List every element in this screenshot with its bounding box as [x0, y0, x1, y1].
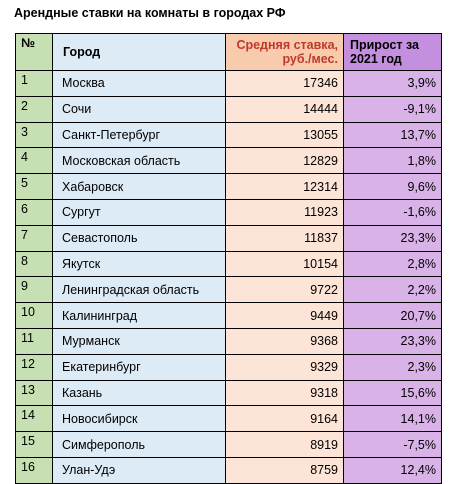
row-city: Сочи — [52, 95, 226, 123]
table-row: 2 Сочи 14444 -9,1% — [15, 95, 442, 123]
row-num: 3 — [15, 121, 53, 149]
row-num: 10 — [15, 302, 53, 329]
table-row: 8 Якутск 10154 2,8% — [15, 250, 442, 278]
row-growth: -9,1% — [343, 95, 442, 123]
table-header-row: № Город Средняя ставка, руб./мес. Прирос… — [15, 33, 442, 71]
row-num: 7 — [15, 224, 53, 252]
row-rate: 9318 — [225, 379, 344, 407]
row-num: 9 — [15, 276, 53, 304]
row-rate: 9722 — [225, 276, 344, 304]
row-growth: 23,3% — [343, 327, 442, 355]
row-city: Сургут — [52, 198, 226, 226]
rent-rates-table: № Город Средняя ставка, руб./мес. Прирос… — [15, 33, 442, 484]
table-row: 10 Калининград 9449 20,7% — [15, 302, 442, 329]
row-growth: 14,1% — [343, 405, 442, 433]
table-row: 7 Севастополь 11837 23,3% — [15, 224, 442, 252]
header-rate: Средняя ставка, руб./мес. — [225, 33, 344, 71]
table-row: 15 Симферополь 8919 -7,5% — [15, 431, 442, 458]
row-city: Симферополь — [52, 431, 226, 458]
row-growth: 2,2% — [343, 276, 442, 304]
row-city: Новосибирск — [52, 405, 226, 433]
row-city: Московская область — [52, 147, 226, 175]
table-row: 4 Московская область 12829 1,8% — [15, 147, 442, 175]
row-num: 11 — [15, 327, 53, 355]
table-row: 16 Улан-Удэ 8759 12,4% — [15, 456, 442, 484]
row-growth: 3,9% — [343, 70, 442, 97]
row-city: Казань — [52, 379, 226, 407]
row-rate: 12314 — [225, 173, 344, 200]
table-row: 5 Хабаровск 12314 9,6% — [15, 173, 442, 200]
row-num: 16 — [15, 456, 53, 484]
row-num: 13 — [15, 379, 53, 407]
row-rate: 17346 — [225, 70, 344, 97]
row-growth: -1,6% — [343, 198, 442, 226]
row-growth: 9,6% — [343, 173, 442, 200]
row-growth: 23,3% — [343, 224, 442, 252]
table-row: 6 Сургут 11923 -1,6% — [15, 198, 442, 226]
row-city: Ленинградская область — [52, 276, 226, 304]
table-row: 3 Санкт-Петербург 13055 13,7% — [15, 121, 442, 149]
row-num: 1 — [15, 70, 53, 97]
row-rate: 12829 — [225, 147, 344, 175]
row-rate: 11923 — [225, 198, 344, 226]
row-city: Хабаровск — [52, 173, 226, 200]
table-row: 13 Казань 9318 15,6% — [15, 379, 442, 407]
row-city: Якутск — [52, 250, 226, 278]
row-rate: 11837 — [225, 224, 344, 252]
table-row: 12 Екатеринбург 9329 2,3% — [15, 353, 442, 381]
row-num: 5 — [15, 173, 53, 200]
row-rate: 9368 — [225, 327, 344, 355]
row-growth: 12,4% — [343, 456, 442, 484]
row-city: Севастополь — [52, 224, 226, 252]
header-growth: Прирост за 2021 год — [343, 33, 442, 71]
row-num: 4 — [15, 147, 53, 175]
row-city: Мурманск — [52, 327, 226, 355]
row-rate: 8919 — [225, 431, 344, 458]
row-city: Екатеринбург — [52, 353, 226, 381]
row-city: Улан-Удэ — [52, 456, 226, 484]
row-growth: 2,8% — [343, 250, 442, 278]
row-rate: 9164 — [225, 405, 344, 433]
header-num: № — [15, 33, 53, 71]
row-growth: 2,3% — [343, 353, 442, 381]
table-row: 11 Мурманск 9368 23,3% — [15, 327, 442, 355]
header-city: Город — [52, 33, 226, 71]
row-num: 8 — [15, 250, 53, 278]
table-row: 1 Москва 17346 3,9% — [15, 70, 442, 97]
row-city: Калининград — [52, 302, 226, 329]
row-num: 6 — [15, 198, 53, 226]
row-rate: 9329 — [225, 353, 344, 381]
row-rate: 10154 — [225, 250, 344, 278]
row-growth: 15,6% — [343, 379, 442, 407]
row-num: 2 — [15, 95, 53, 123]
row-num: 15 — [15, 431, 53, 458]
row-num: 14 — [15, 405, 53, 433]
row-rate: 9449 — [225, 302, 344, 329]
row-growth: 20,7% — [343, 302, 442, 329]
row-rate: 8759 — [225, 456, 344, 484]
row-rate: 13055 — [225, 121, 344, 149]
row-growth: 1,8% — [343, 147, 442, 175]
row-growth: 13,7% — [343, 121, 442, 149]
table-row: 14 Новосибирск 9164 14,1% — [15, 405, 442, 433]
row-num: 12 — [15, 353, 53, 381]
table-row: 9 Ленинградская область 9722 2,2% — [15, 276, 442, 304]
table-title: Арендные ставки на комнаты в городах РФ — [14, 6, 286, 20]
row-growth: -7,5% — [343, 431, 442, 458]
row-city: Москва — [52, 70, 226, 97]
row-city: Санкт-Петербург — [52, 121, 226, 149]
row-rate: 14444 — [225, 95, 344, 123]
